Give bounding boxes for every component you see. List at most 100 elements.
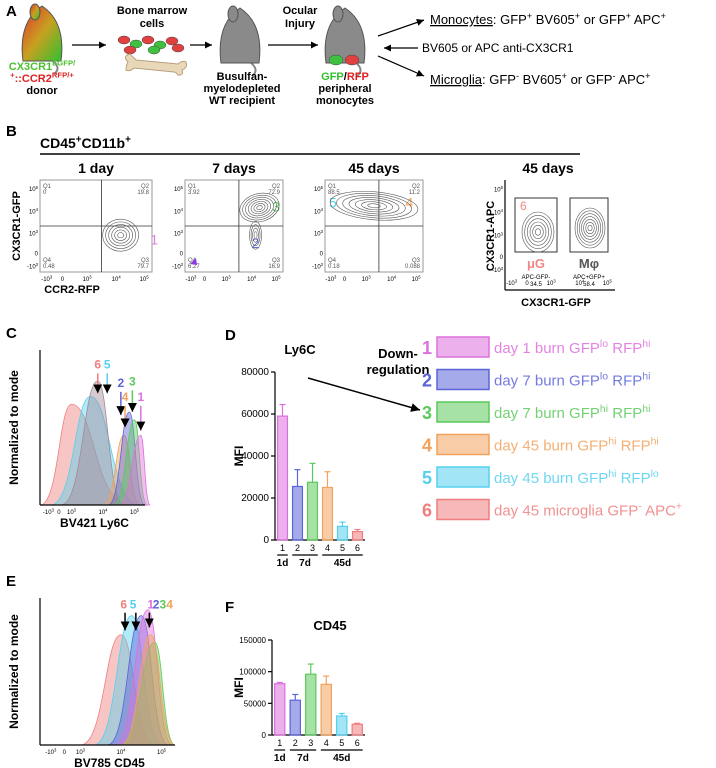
text-run: + [575, 11, 580, 21]
axis-title: CX3CR1-APC [485, 201, 497, 271]
contour [585, 221, 595, 235]
x-tick-label: -103 [45, 748, 57, 756]
text-run: 5 [164, 748, 167, 753]
text-run: 0 [203, 277, 207, 283]
text-run: 5 [501, 185, 504, 190]
histogram [102, 434, 141, 506]
annotation: Down- [378, 346, 418, 361]
text-run: -10 [185, 277, 194, 283]
contour [535, 228, 541, 236]
bar [305, 673, 317, 736]
x-tick-label: 0 [61, 277, 65, 283]
mouse-body [324, 7, 366, 64]
text-run: 10 [174, 209, 181, 215]
text-run: CX3CR1 [9, 61, 52, 73]
text-run: 10 [272, 277, 279, 283]
text-run: 10 [98, 510, 105, 516]
panel-label: A [6, 3, 17, 20]
histogram [107, 615, 169, 746]
x-tick-label: 104 [116, 748, 126, 756]
text-run: 10 [29, 209, 36, 215]
quadrant-percent: 16.9 [268, 264, 280, 270]
y-tick-label: 50000 [244, 699, 267, 708]
contour [239, 192, 280, 223]
text-run: 10 [174, 231, 181, 237]
quadrant-percent: 11.2 [409, 190, 421, 196]
x-tick-label: 103 [222, 275, 232, 283]
text-run: 3 [52, 508, 55, 513]
bar [351, 723, 363, 736]
legend-number: 6 [422, 501, 432, 521]
y-tick-label: 104 [29, 207, 39, 215]
text-run: 4 [394, 275, 397, 280]
axis-title: BV421 Ly6C [60, 516, 129, 530]
step-label: Bone marrow [117, 5, 188, 17]
contour [583, 219, 597, 237]
x-tick-label: 103 [547, 279, 557, 287]
axis-title: MFI [232, 677, 246, 698]
x-tick-label: 103 [362, 275, 372, 283]
quadrant-name: Q1 [328, 184, 337, 190]
text-run: + [645, 71, 650, 81]
group-label: 7d [299, 558, 311, 569]
text-run: 4 [36, 207, 39, 212]
peak-label: 5 [130, 597, 137, 611]
text-run: -10 [172, 264, 181, 270]
y-tick-label: 104 [314, 207, 324, 215]
text-run: day 7 burn GFP [494, 373, 600, 390]
x-tick-label: 6 [355, 738, 360, 748]
quadrant-name: Q1 [188, 184, 197, 190]
text-run: 5 [36, 185, 39, 190]
text-run: 10 [412, 277, 419, 283]
text-run: 5 [609, 279, 612, 284]
text-run: 10 [494, 188, 501, 194]
text-run: 0 [180, 252, 184, 258]
panel-label: C [6, 325, 17, 342]
cell-icon [141, 35, 155, 45]
text-run: 0 [61, 277, 65, 283]
population-number: 1 [150, 231, 158, 247]
gate [569, 197, 609, 253]
contour [527, 218, 549, 246]
quadrant-name: Q3 [412, 258, 421, 264]
text-run: - [612, 71, 615, 81]
contour [250, 224, 261, 246]
text-run: 0 [525, 281, 529, 287]
histogram [113, 419, 148, 506]
y-tick-label: 0 [180, 252, 184, 258]
text-run: 3 [515, 279, 518, 284]
text-run: 10 [67, 510, 74, 516]
step-label: Busulfan- [217, 71, 268, 83]
peak-label: 6 [120, 597, 127, 611]
x-tick-label: 0 [525, 281, 529, 287]
y-tick-label: -103 [27, 262, 39, 270]
contour [578, 213, 602, 243]
text-run: 3 [50, 275, 53, 280]
mouse-icon [21, 3, 63, 75]
x-tick-label: 105 [157, 748, 167, 756]
cell-icon [344, 54, 360, 66]
bar [320, 683, 332, 736]
x-tick-label: 105 [272, 275, 282, 283]
x-tick-label: 6 [355, 543, 360, 553]
group-label: 7d [297, 753, 309, 764]
text-run: + [562, 71, 567, 81]
quadrant-name: Q1 [43, 184, 52, 190]
text-run: 3 [36, 229, 39, 234]
x-tick-label: 105 [412, 275, 422, 283]
step-label: GFP/RFP [321, 71, 369, 83]
quadrant-percent: 6.27 [188, 264, 200, 270]
contour [581, 216, 599, 240]
contour [253, 231, 258, 239]
contour [576, 210, 604, 246]
group-label: 1d [274, 753, 286, 764]
group-label: 45d [333, 753, 350, 764]
contour [250, 201, 269, 215]
legend-swatch [436, 498, 490, 521]
x-tick-label: 3 [310, 543, 315, 553]
text-run: 4 [582, 279, 585, 284]
y-tick-label: 100000 [239, 668, 266, 677]
gate-name: APC-GFP- [522, 275, 551, 281]
y-tick-label: 0 [35, 252, 39, 258]
